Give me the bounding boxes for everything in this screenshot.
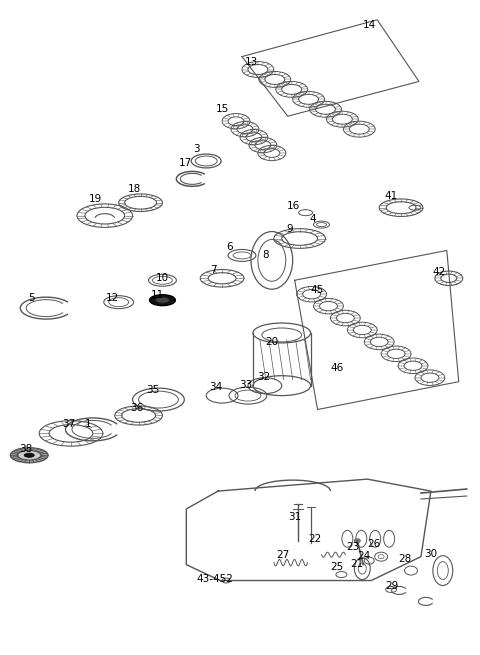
Text: 7: 7 [210,265,216,275]
Text: 3: 3 [193,144,200,154]
Text: 22: 22 [308,534,321,544]
Text: 1: 1 [84,419,91,430]
Text: 45: 45 [311,285,324,295]
Text: 24: 24 [358,551,371,561]
Text: 38: 38 [20,444,33,455]
Text: 12: 12 [106,293,120,303]
Text: 27: 27 [276,550,289,559]
Text: 14: 14 [362,20,376,29]
Ellipse shape [17,451,41,460]
Text: 23: 23 [347,542,360,552]
Text: 28: 28 [398,553,412,564]
Text: 26: 26 [368,539,381,549]
Ellipse shape [11,448,48,463]
Text: 16: 16 [287,200,300,211]
Text: 43-452: 43-452 [197,574,234,584]
Text: 10: 10 [156,273,169,283]
Text: 8: 8 [263,250,269,261]
Text: 37: 37 [62,419,76,430]
Text: 35: 35 [146,384,159,395]
Text: 17: 17 [179,158,192,168]
Text: 33: 33 [240,380,252,390]
Text: 4: 4 [309,214,316,223]
Text: 42: 42 [432,267,445,277]
Text: 15: 15 [216,104,229,114]
Ellipse shape [156,297,169,303]
Text: 13: 13 [245,56,259,67]
Text: 6: 6 [227,242,233,252]
Text: 21: 21 [351,559,364,569]
Text: 25: 25 [330,561,343,572]
Text: 34: 34 [209,382,223,392]
Text: 36: 36 [130,403,143,413]
Text: 32: 32 [257,372,271,382]
Text: 18: 18 [128,184,141,194]
Text: 46: 46 [331,363,344,373]
Ellipse shape [24,453,34,457]
Text: 20: 20 [265,337,278,347]
Ellipse shape [354,539,360,543]
Ellipse shape [150,295,175,306]
Text: 31: 31 [288,512,301,522]
Text: 30: 30 [424,549,437,559]
Text: 11: 11 [151,290,164,300]
Text: 9: 9 [287,223,293,234]
Text: 5: 5 [28,293,35,303]
Text: 19: 19 [89,194,102,204]
Text: 41: 41 [384,191,398,201]
Text: 29: 29 [385,582,399,591]
